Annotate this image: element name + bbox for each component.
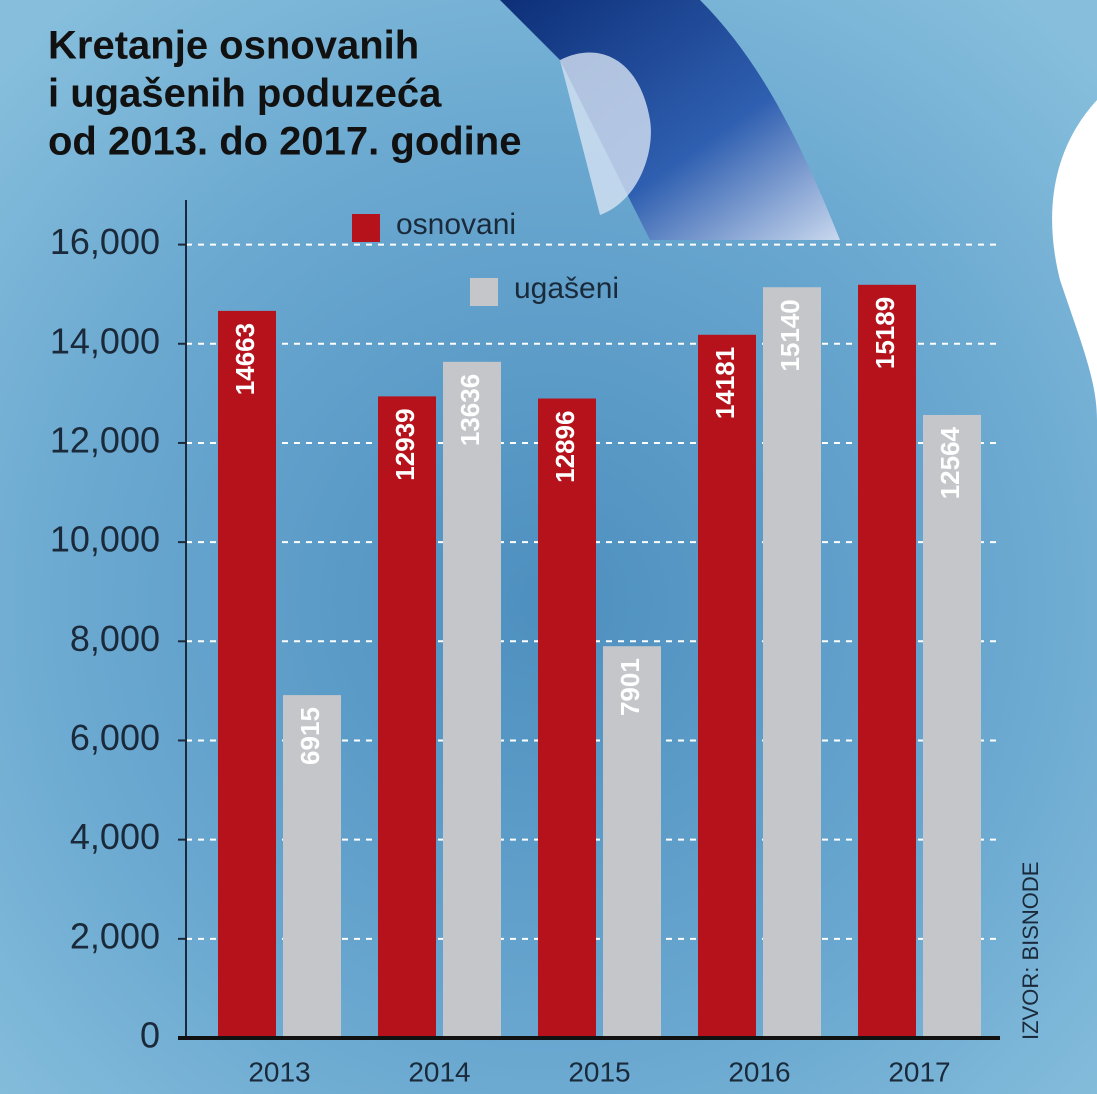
chart-title: Kretanje osnovanih xyxy=(48,24,419,68)
bar xyxy=(698,334,756,1038)
value-label: 12564 xyxy=(935,426,965,499)
bar xyxy=(218,310,276,1038)
y-tick-label: 4,000 xyxy=(70,816,160,857)
value-label: 15140 xyxy=(775,299,805,371)
value-label: 14663 xyxy=(230,323,260,395)
x-tick-label: 2013 xyxy=(248,1056,310,1087)
bar xyxy=(603,646,661,1038)
x-tick-label: 2015 xyxy=(568,1056,630,1087)
value-label: 12939 xyxy=(390,408,420,480)
x-tick-label: 2014 xyxy=(408,1056,470,1087)
chart-title: od 2013. do 2017. godine xyxy=(48,120,521,164)
y-tick-label: 16,000 xyxy=(50,221,160,262)
y-tick-label: 0 xyxy=(140,1015,160,1056)
x-tick-label: 2017 xyxy=(888,1056,950,1087)
legend-label: osnovani xyxy=(396,208,516,241)
bar xyxy=(538,398,596,1038)
y-tick-label: 2,000 xyxy=(70,915,160,956)
decor-shape xyxy=(1052,100,1097,420)
y-tick-label: 6,000 xyxy=(70,717,160,758)
legend-swatch xyxy=(470,278,498,306)
bar xyxy=(378,396,436,1039)
legend-label: ugašeni xyxy=(514,272,619,305)
value-label: 12896 xyxy=(550,411,580,483)
legend-swatch xyxy=(352,214,380,242)
source-note: IZVOR: BISNODE xyxy=(1018,862,1043,1040)
bar xyxy=(858,284,916,1038)
bar xyxy=(443,361,501,1038)
y-tick-label: 14,000 xyxy=(50,320,160,361)
bar xyxy=(923,414,981,1039)
value-label: 7901 xyxy=(615,658,645,716)
bar xyxy=(763,287,821,1038)
y-tick-label: 8,000 xyxy=(70,618,160,659)
value-label: 14181 xyxy=(710,347,740,419)
value-label: 6915 xyxy=(295,707,325,765)
chart-title: i ugašenih poduzeća xyxy=(48,72,442,116)
y-tick-label: 12,000 xyxy=(50,419,160,460)
y-tick-label: 10,000 xyxy=(50,519,160,560)
value-label: 15189 xyxy=(870,297,900,369)
decor-finger xyxy=(560,52,651,215)
value-label: 13636 xyxy=(455,374,485,446)
bar xyxy=(283,695,341,1038)
x-tick-label: 2016 xyxy=(728,1056,790,1087)
